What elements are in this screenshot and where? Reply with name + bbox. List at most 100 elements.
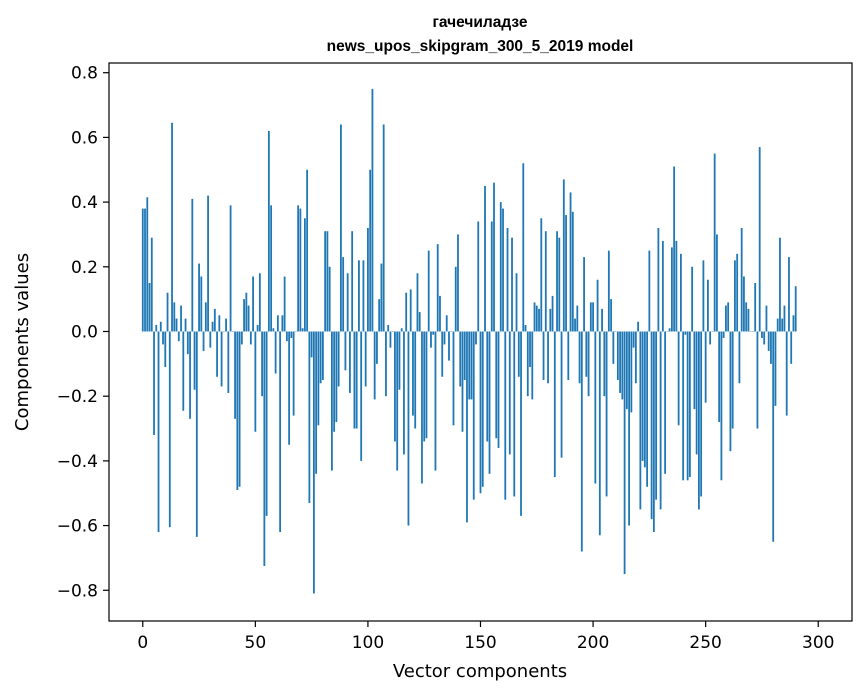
bar-120 [412,331,414,416]
bar-5 [153,331,155,435]
bar-57 [270,205,273,332]
bar-151 [481,331,484,487]
bar-118 [407,331,410,526]
bar-48 [249,331,252,345]
bar-206 [605,331,608,497]
y-tick-label: −0.4 [57,452,98,472]
bar-129 [432,331,435,335]
bar-190 [569,192,572,332]
bar-123 [418,312,421,332]
bar-134 [443,331,446,345]
bar-182 [551,295,554,332]
bar-234 [668,328,671,332]
bar-90 [344,331,347,371]
y-tick-label: −0.2 [57,387,98,407]
bar-224 [646,331,649,487]
bar-136 [448,331,450,361]
bar-154 [488,331,491,474]
bar-287 [788,257,790,332]
bar-67 [292,331,295,416]
x-axis-ticks: 0 50 100 150 200 250 300 [137,621,834,653]
bar-32 [213,308,216,332]
bar-131 [436,244,439,332]
bar-58 [272,328,275,332]
bar-216 [628,331,630,526]
bar-204 [601,308,603,332]
bar-26 [200,276,203,332]
bar-77 [315,331,318,474]
bar-240 [682,331,685,481]
y-axis-ticks: −0.8 −0.6 −0.4 −0.2 0.0 0.2 0.4 0.6 0.8 [57,64,109,601]
bar-12 [168,331,171,528]
bar-196 [583,257,585,332]
bar-91 [346,273,349,332]
bar-185 [558,237,561,332]
bar-117 [405,292,408,332]
bar-159 [499,202,502,332]
y-tick-label: −0.6 [57,517,98,537]
bar-219 [634,331,637,384]
bar-257 [720,331,723,481]
bar-180 [547,331,549,384]
bar-160 [502,208,504,332]
bar-181 [549,308,552,332]
bar-105 [378,299,381,332]
bar-101 [369,169,372,332]
bar-82 [326,231,329,332]
bar-290 [794,286,797,332]
bar-125 [423,331,426,442]
bar-177 [540,218,543,332]
bar-16 [177,331,180,342]
bar-150 [479,331,482,494]
bar-193 [576,305,579,332]
bar-93 [351,231,354,332]
bar-73 [306,169,309,332]
bar-258 [722,331,725,338]
bar-14 [173,302,176,332]
bar-50 [254,331,257,432]
bar-250 [704,331,707,403]
bar-113 [396,331,399,471]
bar-45 [243,299,245,332]
bar-81 [324,231,327,332]
bar-9 [162,331,164,345]
bar-168 [520,331,522,516]
bar-72 [303,218,306,332]
bar-186 [560,331,563,458]
bar-153 [486,331,489,442]
bar-63 [283,276,286,332]
bar-188 [565,215,567,332]
bar-289 [792,315,795,332]
bar-156 [493,182,495,332]
bar-157 [495,331,498,439]
bar-242 [686,331,689,481]
bar-211 [616,331,619,381]
bar-106 [380,263,383,332]
bar-42 [236,331,239,490]
bar-192 [574,318,576,332]
bar-89 [342,257,345,332]
bar-17 [180,305,182,332]
bar-39 [229,205,232,332]
bar-79 [319,331,322,384]
bar-225 [648,250,651,332]
bar-112 [394,331,396,442]
bar-209 [612,331,615,364]
bar-261 [729,331,732,452]
bar-173 [531,331,534,400]
bar-97 [360,331,363,461]
bar-84 [331,331,333,471]
bar-126 [425,331,428,439]
bar-56 [267,130,270,332]
bar-145 [468,331,471,400]
bar-217 [630,331,633,413]
bar-178 [542,331,545,381]
bar-197 [585,331,588,377]
bar-208 [610,299,612,332]
bar-254 [713,153,716,332]
bar-18 [182,331,185,411]
bar-51 [256,325,259,332]
x-tick-label: 250 [689,633,721,653]
bar-170 [524,325,527,332]
bar-149 [477,221,480,332]
